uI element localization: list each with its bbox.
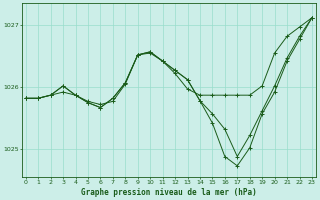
X-axis label: Graphe pression niveau de la mer (hPa): Graphe pression niveau de la mer (hPa) (81, 188, 257, 197)
